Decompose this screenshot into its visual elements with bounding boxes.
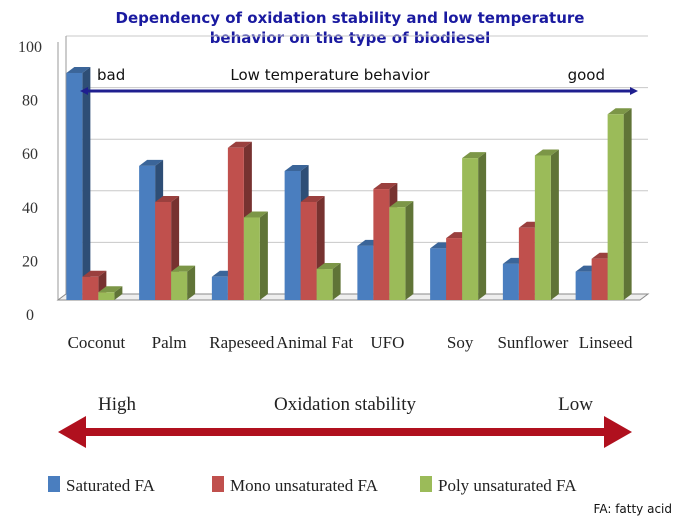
bar-front [171,271,188,300]
bar-front [98,292,115,300]
bar-poly-ufo [389,201,414,300]
bar-top [534,149,559,156]
legend-swatch-saturated [48,476,60,492]
axes [56,36,650,301]
x-tick-label: UFO [370,333,404,352]
bar-top [316,263,341,270]
bar-side [405,201,414,300]
bar-front [446,238,463,300]
bar-top [243,211,268,218]
bar-side [259,211,268,300]
bar-front [139,165,156,300]
bar-front [66,72,83,301]
x-tick-label: Animal Fat [276,333,353,352]
legend-label-poly: Poly unsaturated FA [438,476,577,495]
bar-top [98,286,123,293]
bar-poly-rapeseed [243,211,268,300]
legend-label-mono: Mono unsaturated FA [230,476,379,495]
y-tick-label: 20 [22,253,38,270]
oxidation-arrow [58,416,632,448]
bar-poly-linseed [607,108,632,301]
bar-top [462,152,487,159]
bar-front [373,189,390,300]
bar-front [575,271,592,300]
bar-front [518,227,535,300]
x-tick-label: Soy [447,333,474,352]
bar-top [66,66,91,73]
bar-front [591,258,608,300]
x-tick-label: Linseed [579,333,633,352]
bar-top [284,165,309,171]
bar-front [502,263,519,300]
bar-poly-animal-fat [316,263,341,300]
bar-front [155,201,172,300]
bar-top [607,108,632,115]
bar-front [211,276,228,300]
bars [66,66,632,301]
bar-top [139,159,164,166]
bar-top [373,183,398,190]
bar-side [623,108,632,301]
bar-poly-palm [171,265,196,300]
bar-top [227,141,252,148]
y-tick-label: 60 [22,146,38,163]
bar-poly-sunflower [534,149,559,300]
bar-top [82,270,107,277]
y-tick-label: 40 [22,200,38,217]
y-tick-label: 0 [26,307,34,324]
bar-front [243,217,260,300]
oxidation-high-label: High [98,394,137,415]
chart-title-line-2: behavior on the type of biodiesel [209,29,491,47]
bar-top [171,265,196,272]
bar-poly-soy [462,152,487,300]
x-axis-labels: Coconut Palm Rapeseed Animal Fat UFO Soy Sunfl… [68,333,633,352]
bar-top [389,201,414,208]
bar-front [82,276,99,300]
y-tick-label: 100 [18,39,42,56]
legend-label-saturated: Saturated FA [66,476,156,495]
bar-front [227,147,244,300]
bar-front [534,155,551,300]
legend: Saturated FA Mono unsaturated FA Poly un… [48,476,577,495]
bar-top [155,195,180,202]
x-tick-label: Rapeseed [209,333,275,352]
bar-front [284,171,301,300]
bar-front [357,245,374,300]
x-tick-label: Palm [152,333,187,352]
footnote: FA: fatty acid [594,502,672,516]
chart-title-line-1: Dependency of oxidation stability and lo… [115,9,585,27]
bar-front [389,207,406,300]
bar-side [550,149,559,300]
oxidation-label: Oxidation stability [274,394,416,415]
bar-front [316,269,333,300]
y-axis-ticks: 0 20 40 60 80 100 [18,39,42,324]
bar-front [300,201,317,300]
bar-poly-coconut [98,286,123,300]
x-tick-label: Coconut [68,333,126,352]
bar-saturated-coconut [66,66,91,301]
legend-swatch-poly [420,476,432,492]
x-tick-label: Sunflower [497,333,568,352]
oxidation-low-label: Low [558,394,593,415]
bar-side [187,265,196,300]
bar-front [430,248,447,300]
bar-top [300,195,325,202]
bar-side [82,66,91,301]
low-temp-good-label: good [568,66,605,84]
legend-swatch-mono [212,476,224,492]
bar-side [114,286,123,300]
bar-side [332,263,341,300]
bar-front [607,114,624,301]
low-temp-label: Low temperature behavior [230,66,430,84]
bar-side [478,152,487,300]
bar-front [462,158,479,300]
chart-title: Dependency of oxidation stability and lo… [60,8,640,48]
low-temp-bad-label: bad [97,66,125,84]
y-tick-label: 80 [22,93,38,110]
